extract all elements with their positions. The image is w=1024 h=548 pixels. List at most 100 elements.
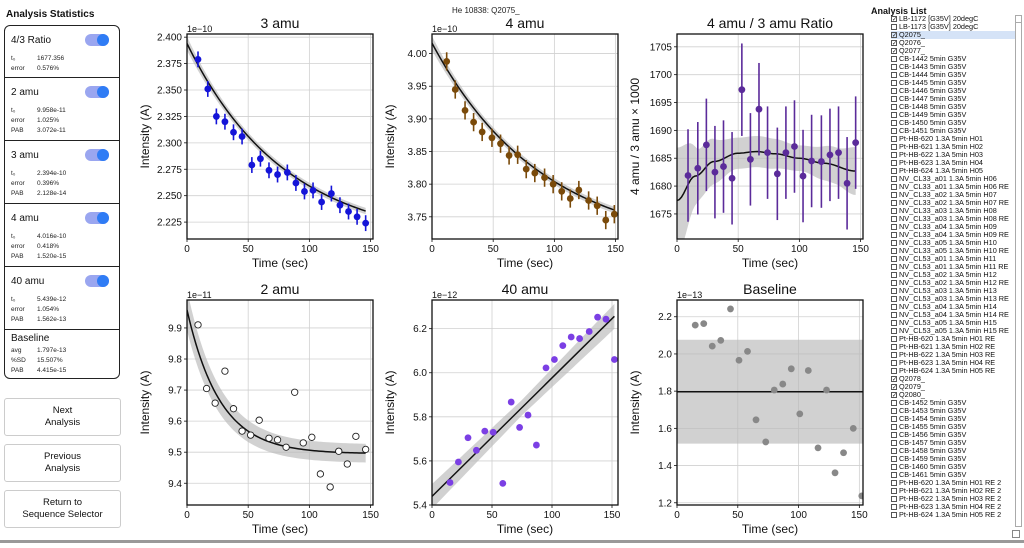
analysis-list-item[interactable]: CB-1451 5min G35V [891,127,1015,135]
checkbox-unchecked[interactable] [891,488,897,494]
analysis-list-item[interactable]: NV_CL53_a01 1.3A 5min H11 [891,255,1015,263]
analysis-list-item[interactable]: CB-1461 5min G35V [891,471,1015,479]
checkbox-unchecked[interactable] [891,248,897,254]
checkbox-unchecked[interactable] [891,88,897,94]
checkbox-unchecked[interactable] [891,432,897,438]
checkbox-unchecked[interactable] [891,200,897,206]
analysis-list-item[interactable]: NV_CL53_a04 1.3A 5min H14 RE [891,311,1015,319]
analysis-list-item[interactable]: CB-1455 5min G35V [891,423,1015,431]
checkbox-unchecked[interactable] [891,168,897,174]
checkbox-unchecked[interactable] [891,96,897,102]
analysis-list-item[interactable]: Pt-HB-624 1.3A 5min H05 [891,167,1015,175]
analysis-list-item[interactable]: ✓ Q2080_ [891,391,1015,399]
analysis-list-item[interactable]: NV_CL53_a05 1.3A 5min H15 RE [891,327,1015,335]
checkbox-unchecked[interactable] [891,304,897,310]
checkbox-unchecked[interactable] [891,24,897,30]
analysis-list-item[interactable]: NV_CL33_a01 1.3A 5min H06 RE [891,183,1015,191]
analysis-list-item[interactable]: ✓ Q2075_ [891,31,1015,39]
checkbox-checked[interactable]: ✓ [891,376,898,383]
analysis-list-item[interactable]: ✓ LB-1172 [G35V] 20degC [891,15,1015,23]
analysis-list-item[interactable]: NV_CL33_a04 1.3A 5min H09 [891,223,1015,231]
checkbox-unchecked[interactable] [891,152,897,158]
analysis-list-item[interactable]: CB-1449 5min G35V [891,111,1015,119]
checkbox-unchecked[interactable] [891,456,897,462]
checkbox-unchecked[interactable] [891,184,897,190]
checkbox-unchecked[interactable] [891,192,897,198]
analysis-list-item[interactable]: NV_CL33_a03 1.3A 5min H08 RE [891,215,1015,223]
analysis-list[interactable]: ✓ LB-1172 [G35V] 20degC LB-1173 [G35V] 20d… [891,15,1015,519]
checkbox-unchecked[interactable] [891,424,897,430]
checkbox-unchecked[interactable] [891,352,897,358]
analysis-list-item[interactable]: Pt-HB-620 1.3A 5min H01 RE [891,335,1015,343]
analysis-list-item[interactable]: CB-1446 5min G35V [891,87,1015,95]
checkbox-unchecked[interactable] [891,400,897,406]
previous-analysis-button[interactable]: Previous Analysis [4,444,121,482]
analysis-list-item[interactable]: CB-1447 5min G35V [891,95,1015,103]
checkbox-unchecked[interactable] [891,80,897,86]
checkbox-unchecked[interactable] [891,72,897,78]
analysis-list-item[interactable]: NV_CL33_a01 1.3A 5min H06 [891,175,1015,183]
analysis-list-item[interactable]: CB-1444 5min G35V [891,71,1015,79]
checkbox-unchecked[interactable] [891,344,897,350]
checkbox-unchecked[interactable] [891,136,897,142]
checkbox-unchecked[interactable] [891,320,897,326]
next-analysis-button[interactable]: Next Analysis [4,398,121,436]
analysis-list-item[interactable]: CB-1456 5min G35V [891,431,1015,439]
checkbox-unchecked[interactable] [891,56,897,62]
analysis-list-item[interactable]: NV_CL33_a03 1.3A 5min H08 [891,207,1015,215]
checkbox-unchecked[interactable] [891,328,897,334]
checkbox-unchecked[interactable] [891,360,897,366]
checkbox-unchecked[interactable] [891,504,897,510]
analysis-list-item[interactable]: Pt-HB-623 1.3A 5min H04 [891,159,1015,167]
checkbox-unchecked[interactable] [891,176,897,182]
analysis-list-item[interactable]: Pt-HB-621 1.3A 5min H02 [891,143,1015,151]
checkbox-unchecked[interactable] [891,480,897,486]
analysis-list-item[interactable]: NV_CL33_a02 1.3A 5min H07 [891,191,1015,199]
analysis-list-item[interactable]: Pt-HB-624 1.3A 5min H05 RE 2 [891,511,1015,519]
analysis-list-item[interactable]: NV_CL53_a02 1.3A 5min H12 [891,271,1015,279]
toggle-switch[interactable] [85,275,109,287]
analysis-list-item[interactable]: NV_CL53_a05 1.3A 5min H15 [891,319,1015,327]
analysis-list-item[interactable]: NV_CL53_a03 1.3A 5min H13 [891,287,1015,295]
checkbox-unchecked[interactable] [891,280,897,286]
analysis-list-item[interactable]: NV_CL53_a01 1.3A 5min H11 RE [891,263,1015,271]
analysis-list-item[interactable]: NV_CL33_a04 1.3A 5min H09 RE [891,231,1015,239]
checkbox-unchecked[interactable] [891,64,897,70]
analysis-list-item[interactable]: CB-1445 5min G35V [891,79,1015,87]
analysis-list-scrollbar[interactable] [1015,15,1022,527]
analysis-list-item[interactable]: ✓ Q2077_ [891,47,1015,55]
checkbox-unchecked[interactable] [891,472,897,478]
checkbox-unchecked[interactable] [891,240,897,246]
checkbox-unchecked[interactable] [891,104,897,110]
analysis-list-item[interactable]: ✓ Q2079_ [891,383,1015,391]
scrollbar-thumb[interactable] [1016,16,1021,23]
checkbox-unchecked[interactable] [891,256,897,262]
analysis-list-item[interactable]: CB-1457 5min G35V [891,439,1015,447]
checkbox-unchecked[interactable] [891,112,897,118]
toggle-switch[interactable] [85,86,109,98]
analysis-list-item[interactable]: Pt-HB-621 1.3A 5min H02 RE 2 [891,487,1015,495]
checkbox-unchecked[interactable] [891,144,897,150]
checkbox-unchecked[interactable] [891,288,897,294]
checkbox-unchecked[interactable] [891,448,897,454]
analysis-list-item[interactable]: NV_CL33_a05 1.3A 5min H10 RE [891,247,1015,255]
checkbox-checked[interactable]: ✓ [891,384,898,391]
checkbox-unchecked[interactable] [891,232,897,238]
checkbox-unchecked[interactable] [891,312,897,318]
checkbox-unchecked[interactable] [891,208,897,214]
analysis-list-item[interactable]: ✓ Q2076_ [891,39,1015,47]
checkbox-unchecked[interactable] [891,408,897,414]
checkbox-unchecked[interactable] [891,272,897,278]
checkbox-checked[interactable]: ✓ [891,16,898,23]
checkbox-unchecked[interactable] [891,416,897,422]
analysis-list-item[interactable]: LB-1173 [G35V] 20degC [891,23,1015,31]
analysis-list-item[interactable]: NV_CL33_a02 1.3A 5min H07 RE [891,199,1015,207]
analysis-list-item[interactable]: NV_CL33_a05 1.3A 5min H10 [891,239,1015,247]
analysis-list-item[interactable]: NV_CL53_a04 1.3A 5min H14 [891,303,1015,311]
analysis-list-item[interactable]: NV_CL53_a03 1.3A 5min H13 RE [891,295,1015,303]
analysis-list-item[interactable]: Pt-HB-623 1.3A 5min H04 RE [891,359,1015,367]
analysis-list-item[interactable]: Pt-HB-622 1.3A 5min H03 [891,151,1015,159]
analysis-list-item[interactable]: Pt-HB-623 1.3A 5min H04 RE 2 [891,503,1015,511]
toggle-switch[interactable] [85,212,109,224]
analysis-list-item[interactable]: CB-1452 5min G35V [891,399,1015,407]
